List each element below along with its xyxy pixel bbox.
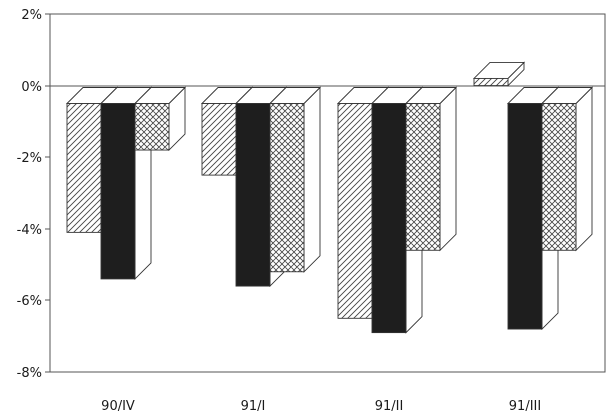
x-axis: 90/IV 91/I 91/II 91/III — [101, 399, 541, 414]
bar — [201, 103, 237, 176]
plot-frame — [49, 13, 606, 373]
bar — [100, 103, 136, 280]
bar — [541, 103, 577, 251]
bar — [371, 103, 407, 334]
bars-group — [65, 61, 594, 334]
bar — [134, 103, 170, 151]
bar — [473, 77, 509, 87]
bar — [337, 103, 373, 319]
bar-side-face — [439, 86, 457, 252]
bar — [235, 103, 271, 287]
y-axis: 2% 0% -2% -4% -6% -8% — [17, 8, 50, 381]
bar-side-face — [575, 86, 593, 252]
y-tick-label: -6% — [17, 294, 42, 309]
x-tick-label: 90/IV — [101, 399, 135, 414]
y-tick-label: 0% — [21, 80, 42, 95]
y-tick-label: 2% — [21, 8, 42, 23]
bar — [507, 103, 543, 330]
y-tick-label: -4% — [17, 223, 42, 238]
x-tick-label: 91/II — [375, 399, 404, 414]
bar — [66, 103, 102, 233]
bar — [269, 103, 305, 273]
x-tick-label: 91/III — [509, 399, 541, 414]
y-tick-label: -8% — [17, 366, 42, 381]
bar — [405, 103, 441, 251]
x-tick-label: 91/I — [241, 399, 266, 414]
y-tick-label: -2% — [17, 151, 42, 166]
bar-side-face — [303, 86, 321, 273]
